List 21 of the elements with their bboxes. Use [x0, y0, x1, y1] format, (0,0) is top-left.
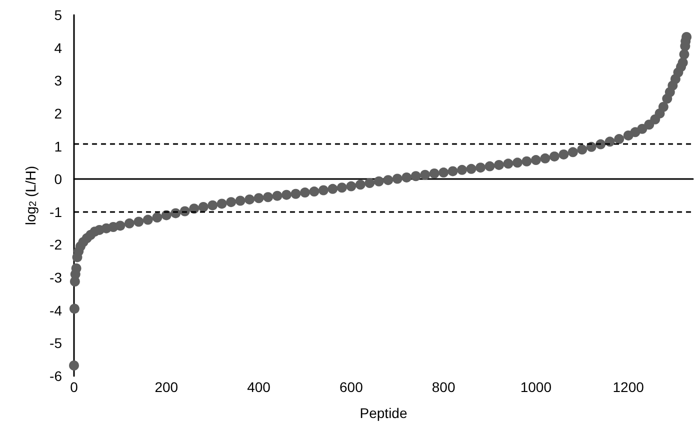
x-tick-label: 800 — [432, 379, 456, 395]
y-tick-label: 5 — [54, 7, 62, 23]
y-tick-label: 4 — [54, 40, 62, 56]
x-tick-label: 1200 — [612, 379, 644, 395]
x-tick-label: 600 — [339, 379, 364, 395]
y-tick-label: -3 — [50, 270, 62, 286]
y-axis-title: log2 (L/H) — [22, 166, 40, 226]
y-tick-label: -6 — [50, 368, 62, 384]
y-tick-label: -5 — [50, 335, 62, 352]
y-tick-label: 0 — [54, 171, 62, 188]
y-tick-label: -4 — [50, 302, 62, 318]
x-tick-label: 1000 — [520, 379, 552, 395]
x-tick-label: 400 — [247, 379, 271, 395]
y-tick-label: 3 — [54, 72, 62, 89]
y-tick-label: 2 — [54, 105, 62, 122]
y-tick-label: -1 — [50, 204, 62, 220]
y-tick-label: 1 — [54, 138, 62, 154]
x-axis-title: Peptide — [360, 405, 408, 421]
x-tick-label: 200 — [154, 379, 178, 395]
x-tick-label: 0 — [70, 379, 78, 395]
y-tick-label: -2 — [50, 236, 62, 253]
